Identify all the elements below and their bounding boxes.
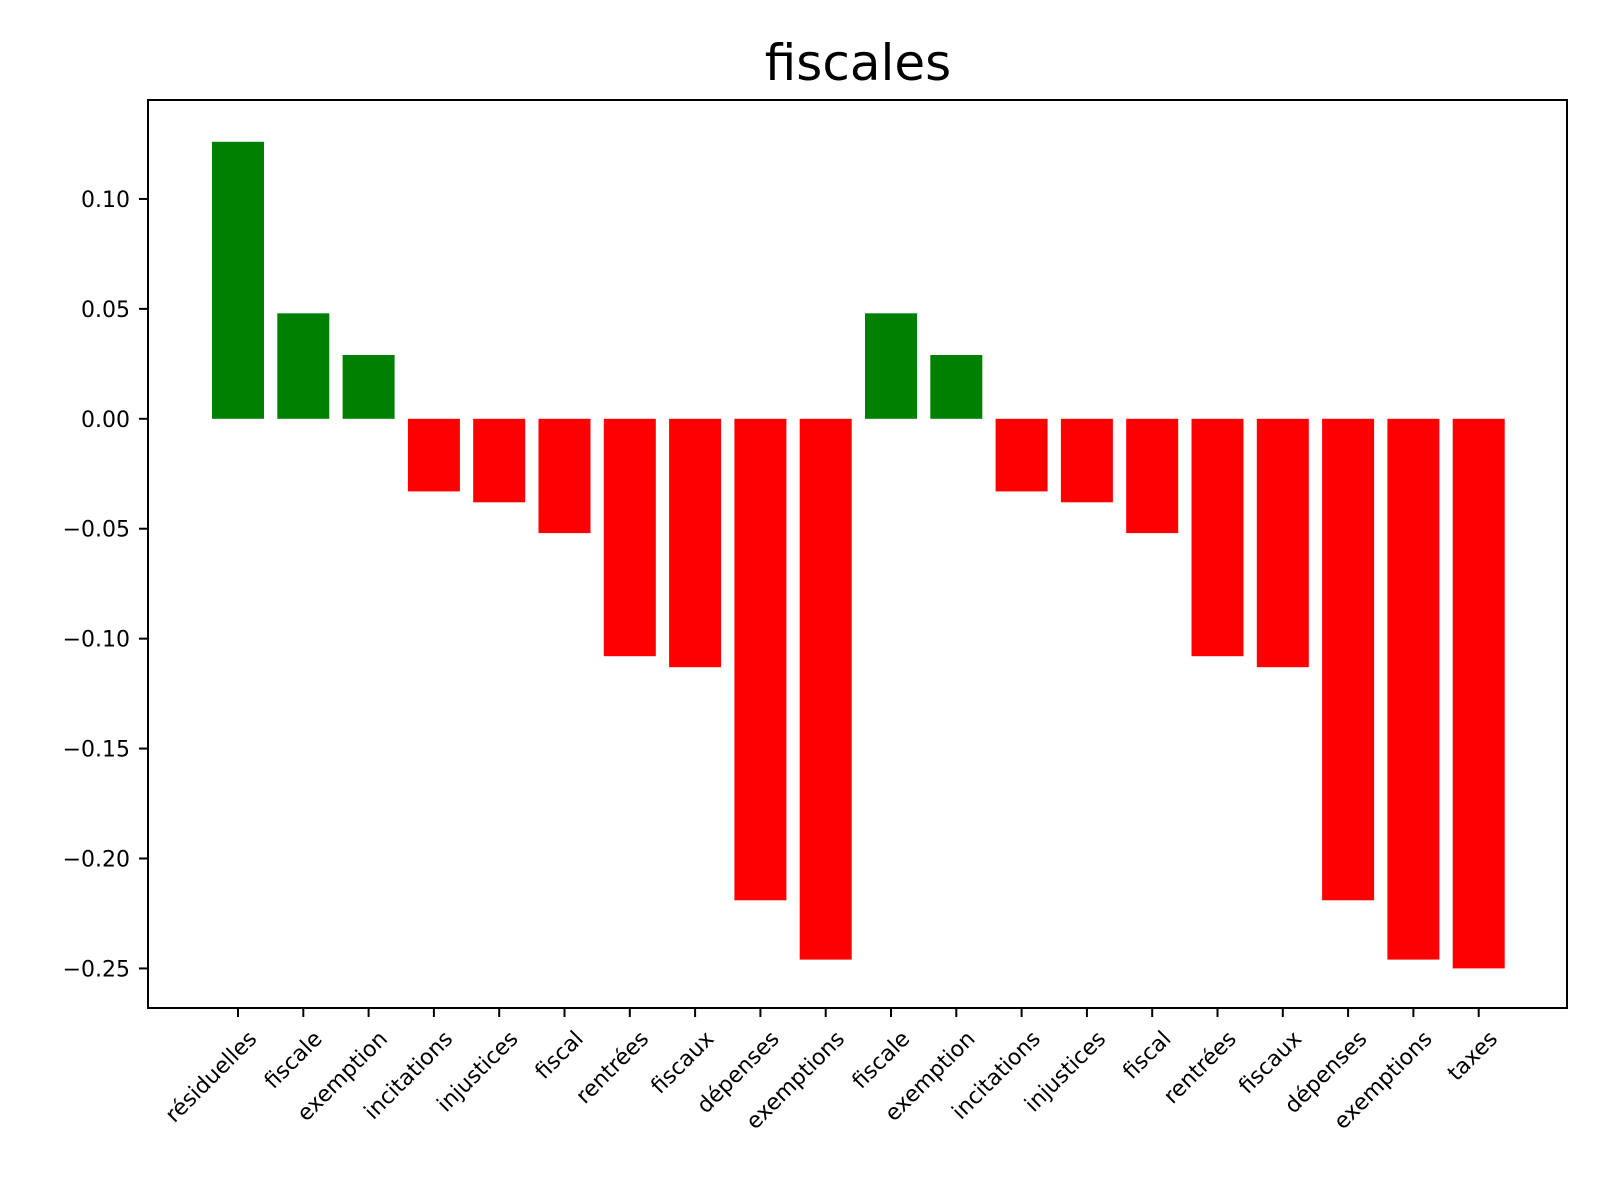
- bar-13: [1060, 418, 1113, 503]
- bar-0: [212, 141, 264, 419]
- bar-1: [277, 313, 330, 419]
- bar-3: [407, 418, 460, 492]
- y-tick-label-2: 0.00: [81, 408, 130, 433]
- x-tick-label-15: rentrées: [1159, 1027, 1242, 1110]
- bar-5: [538, 418, 591, 534]
- y-tick-label-7: −0.25: [63, 957, 130, 982]
- bar-15: [1191, 418, 1244, 657]
- bar-2: [342, 355, 395, 419]
- x-axis: résiduellesfiscaleexemptionincitationsin…: [161, 1008, 1503, 1135]
- bar-6: [603, 418, 656, 657]
- x-tick-label-5: fiscal: [531, 1027, 589, 1085]
- y-tick-label-4: −0.10: [63, 628, 130, 653]
- y-axis: 0.10 0.05 0.00 −0.05 −0.10 −0.15 −0.20 −0.25: [63, 188, 148, 982]
- bar-8: [734, 418, 787, 901]
- y-tick-label-6: −0.20: [63, 847, 130, 872]
- y-tick-label-3: −0.05: [63, 518, 130, 543]
- x-tick-label-19: taxes: [1443, 1027, 1503, 1087]
- bar-18: [1387, 418, 1440, 960]
- bar-17: [1322, 418, 1375, 901]
- y-tick-label-0: 0.10: [81, 188, 130, 213]
- y-tick-label-1: 0.05: [81, 298, 130, 323]
- bar-9: [799, 418, 852, 960]
- bar-14: [1126, 418, 1179, 534]
- bar-7: [669, 418, 722, 668]
- bar-19: [1452, 418, 1505, 969]
- plot-frame: [147, 99, 1568, 1009]
- x-tick-label-14: fiscal: [1118, 1027, 1176, 1085]
- bar-12: [995, 418, 1048, 492]
- bar-10: [865, 313, 917, 419]
- bar-4: [473, 418, 526, 503]
- x-tick-label-6: rentrées: [571, 1027, 654, 1110]
- bar-11: [930, 355, 983, 419]
- bars-group: [212, 141, 1505, 969]
- bar-16: [1256, 418, 1309, 668]
- chart-title: fiscales: [765, 34, 951, 92]
- y-tick-label-5: −0.15: [63, 738, 130, 763]
- x-tick-label-0: résiduelles: [161, 1027, 262, 1128]
